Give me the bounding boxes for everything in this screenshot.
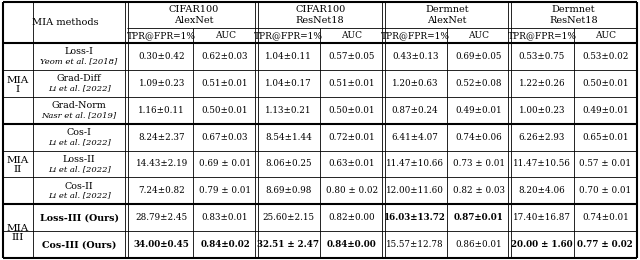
- Text: MIA methods: MIA methods: [32, 18, 99, 27]
- Text: Grad-Norm: Grad-Norm: [52, 101, 106, 110]
- Text: Loss-I: Loss-I: [65, 47, 93, 56]
- Text: CIFAR100
ResNet18: CIFAR100 ResNet18: [295, 5, 345, 25]
- Text: MIA: MIA: [7, 157, 29, 165]
- Text: 8.06±0.25: 8.06±0.25: [265, 159, 312, 168]
- Text: 0.49±0.01: 0.49±0.01: [455, 106, 502, 115]
- Text: 0.62±0.03: 0.62±0.03: [202, 52, 248, 61]
- Text: 1.22±0.26: 1.22±0.26: [518, 79, 565, 88]
- Text: Nasr et al. [2019]: Nasr et al. [2019]: [42, 111, 116, 119]
- Text: 0.82 ± 0.03: 0.82 ± 0.03: [452, 186, 504, 195]
- Text: 0.74±0.06: 0.74±0.06: [455, 133, 502, 141]
- Text: 0.52±0.08: 0.52±0.08: [455, 79, 502, 88]
- Text: 0.74±0.01: 0.74±0.01: [582, 213, 628, 222]
- Text: Li et al. [2022]: Li et al. [2022]: [47, 84, 110, 92]
- Text: MIA: MIA: [7, 224, 29, 233]
- Text: 0.73 ± 0.01: 0.73 ± 0.01: [452, 159, 504, 168]
- Text: 0.50±0.01: 0.50±0.01: [202, 106, 248, 115]
- Text: CIFAR100
AlexNet: CIFAR100 AlexNet: [168, 5, 218, 25]
- Text: TPR@FPR=1%: TPR@FPR=1%: [127, 31, 196, 40]
- Text: 0.67±0.03: 0.67±0.03: [202, 133, 248, 141]
- Text: 0.65±0.01: 0.65±0.01: [582, 133, 628, 141]
- Text: 1.13±0.21: 1.13±0.21: [265, 106, 312, 115]
- Text: Dermnet
ResNet18: Dermnet ResNet18: [549, 5, 598, 25]
- Text: Loss-III (Ours): Loss-III (Ours): [40, 213, 118, 222]
- Text: AUC: AUC: [341, 31, 362, 40]
- Text: 0.72±0.01: 0.72±0.01: [328, 133, 375, 141]
- Text: Yeom et al. [2018]: Yeom et al. [2018]: [40, 57, 118, 66]
- Text: 0.83±0.01: 0.83±0.01: [202, 213, 248, 222]
- Text: Cos-III (Ours): Cos-III (Ours): [42, 240, 116, 249]
- Text: MIA: MIA: [7, 76, 29, 85]
- Text: 0.57 ± 0.01: 0.57 ± 0.01: [579, 159, 631, 168]
- Text: 0.51±0.01: 0.51±0.01: [202, 79, 248, 88]
- Text: 25.60±2.15: 25.60±2.15: [262, 213, 314, 222]
- Text: 6.41±4.07: 6.41±4.07: [392, 133, 438, 141]
- Text: 32.51 ± 2.47: 32.51 ± 2.47: [257, 240, 319, 249]
- Text: 1.00±0.23: 1.00±0.23: [518, 106, 565, 115]
- Text: II: II: [14, 165, 22, 174]
- Text: 12.00±11.60: 12.00±11.60: [387, 186, 444, 195]
- Text: 7.24±0.82: 7.24±0.82: [138, 186, 185, 195]
- Text: 1.20±0.63: 1.20±0.63: [392, 79, 438, 88]
- Text: 8.20±4.06: 8.20±4.06: [518, 186, 565, 195]
- Text: 0.80 ± 0.02: 0.80 ± 0.02: [326, 186, 378, 195]
- Text: 0.50±0.01: 0.50±0.01: [328, 106, 375, 115]
- Text: AUC: AUC: [214, 31, 236, 40]
- Text: Li et al. [2022]: Li et al. [2022]: [47, 165, 110, 173]
- Text: 34.00±0.45: 34.00±0.45: [134, 240, 189, 249]
- Text: AUC: AUC: [468, 31, 489, 40]
- Text: 0.57±0.05: 0.57±0.05: [328, 52, 375, 61]
- Text: 0.49±0.01: 0.49±0.01: [582, 106, 628, 115]
- Text: 0.43±0.13: 0.43±0.13: [392, 52, 438, 61]
- Text: 0.84±0.02: 0.84±0.02: [200, 240, 250, 249]
- Text: TPR@FPR=1%: TPR@FPR=1%: [381, 31, 450, 40]
- Text: 0.87±0.24: 0.87±0.24: [392, 106, 438, 115]
- Text: Loss-II: Loss-II: [63, 155, 95, 164]
- Text: 0.69 ± 0.01: 0.69 ± 0.01: [199, 159, 251, 168]
- Text: 0.70 ± 0.01: 0.70 ± 0.01: [579, 186, 632, 195]
- Text: 1.16±0.11: 1.16±0.11: [138, 106, 185, 115]
- Text: 0.53±0.75: 0.53±0.75: [519, 52, 565, 61]
- Text: 17.40±16.87: 17.40±16.87: [513, 213, 571, 222]
- Text: III: III: [12, 233, 24, 242]
- Text: Grad-Diff: Grad-Diff: [57, 74, 101, 83]
- Text: Cos-II: Cos-II: [65, 182, 93, 191]
- Text: 0.87±0.01: 0.87±0.01: [454, 213, 504, 222]
- Text: 1.04±0.17: 1.04±0.17: [265, 79, 312, 88]
- Text: 0.53±0.02: 0.53±0.02: [582, 52, 628, 61]
- Text: TPR@FPR=1%: TPR@FPR=1%: [508, 31, 577, 40]
- Text: 6.26±2.93: 6.26±2.93: [519, 133, 565, 141]
- Text: 16.03±13.72: 16.03±13.72: [384, 213, 446, 222]
- Text: Dermnet
AlexNet: Dermnet AlexNet: [425, 5, 468, 25]
- Text: Li et al. [2022]: Li et al. [2022]: [47, 138, 110, 146]
- Text: 11.47±10.66: 11.47±10.66: [386, 159, 444, 168]
- Text: 20.00 ± 1.60: 20.00 ± 1.60: [511, 240, 573, 249]
- Text: 14.43±2.19: 14.43±2.19: [136, 159, 188, 168]
- Text: Li et al. [2022]: Li et al. [2022]: [47, 192, 110, 200]
- Text: 0.84±0.00: 0.84±0.00: [327, 240, 377, 249]
- Text: 0.77 ± 0.02: 0.77 ± 0.02: [577, 240, 633, 249]
- Text: 11.47±10.56: 11.47±10.56: [513, 159, 571, 168]
- Text: 0.82±0.00: 0.82±0.00: [328, 213, 375, 222]
- Text: TPR@FPR=1%: TPR@FPR=1%: [254, 31, 323, 40]
- Text: 8.54±1.44: 8.54±1.44: [265, 133, 312, 141]
- Text: 0.63±0.01: 0.63±0.01: [328, 159, 375, 168]
- Text: 8.69±0.98: 8.69±0.98: [265, 186, 312, 195]
- Text: 0.69±0.05: 0.69±0.05: [456, 52, 502, 61]
- Text: 1.04±0.11: 1.04±0.11: [265, 52, 312, 61]
- Text: 0.30±0.42: 0.30±0.42: [138, 52, 185, 61]
- Text: 0.79 ± 0.01: 0.79 ± 0.01: [199, 186, 251, 195]
- Text: Cos-I: Cos-I: [67, 128, 92, 137]
- Text: 0.51±0.01: 0.51±0.01: [328, 79, 375, 88]
- Text: 0.86±0.01: 0.86±0.01: [455, 240, 502, 249]
- Text: 1.09±0.23: 1.09±0.23: [138, 79, 185, 88]
- Text: 28.79±2.45: 28.79±2.45: [136, 213, 188, 222]
- Text: AUC: AUC: [595, 31, 616, 40]
- Text: 0.50±0.01: 0.50±0.01: [582, 79, 628, 88]
- Text: I: I: [16, 85, 20, 94]
- Text: 8.24±2.37: 8.24±2.37: [138, 133, 185, 141]
- Text: 15.57±12.78: 15.57±12.78: [387, 240, 444, 249]
